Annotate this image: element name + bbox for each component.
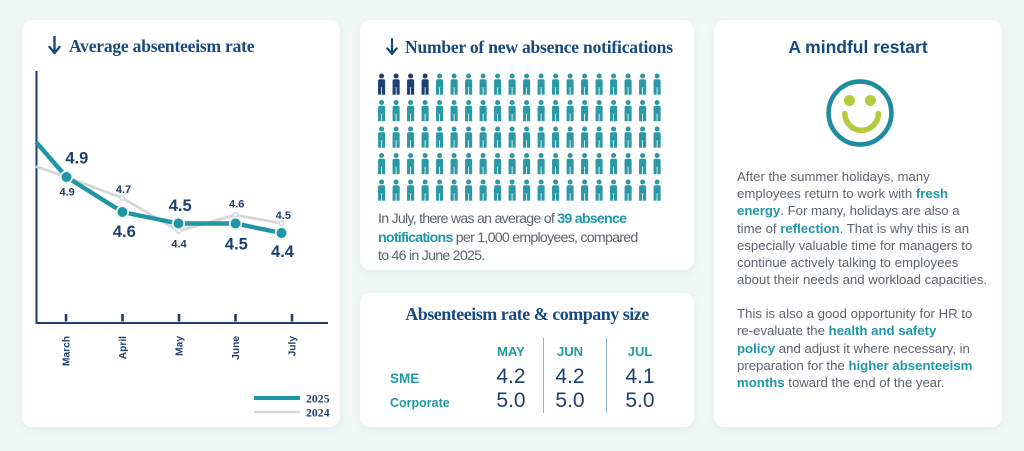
svg-text:4.6: 4.6 <box>113 223 136 241</box>
svg-text:4.9: 4.9 <box>65 150 88 168</box>
svg-text:4.4: 4.4 <box>271 243 295 261</box>
svg-text:4.5: 4.5 <box>225 236 248 254</box>
svg-text:2024: 2024 <box>306 406 330 420</box>
svg-text:4.4: 4.4 <box>171 239 187 251</box>
svg-text:June: June <box>231 336 242 360</box>
svg-text:4.6: 4.6 <box>229 199 244 211</box>
svg-text:4.5: 4.5 <box>169 197 192 215</box>
svg-text:May: May <box>174 336 185 356</box>
svg-text:April: April <box>118 336 129 359</box>
svg-text:2025: 2025 <box>306 392 330 406</box>
svg-text:4.9: 4.9 <box>59 187 74 199</box>
svg-text:4.7: 4.7 <box>116 184 131 196</box>
svg-text:March: March <box>61 336 72 366</box>
svg-text:4.5: 4.5 <box>276 210 291 222</box>
svg-text:July: July <box>287 336 298 357</box>
